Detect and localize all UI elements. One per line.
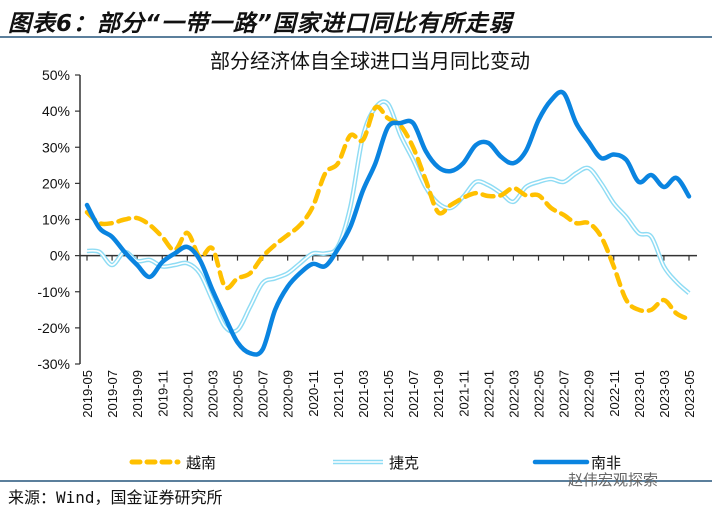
x-tick-label: 2022-05 xyxy=(532,370,547,418)
x-tick-label: 2023-05 xyxy=(682,370,697,418)
x-tick-label: 2020-11 xyxy=(306,370,321,417)
x-tick-label: 2020-09 xyxy=(281,370,296,418)
line-chart: 部分经济体自全球进口当月同比变动 50% 40% 30% 20% 10% 0% -10% -2… xyxy=(37,49,697,472)
y-tick-label: 10% xyxy=(42,212,70,228)
x-tick-label: 2023-03 xyxy=(657,370,672,418)
x-tick-label: 2022-11 xyxy=(607,370,622,417)
y-tick-label: 40% xyxy=(42,103,70,119)
x-tick-label: 2020-01 xyxy=(180,370,195,418)
x-tick-label: 2019-11 xyxy=(155,370,170,417)
x-tick-label: 2021-07 xyxy=(406,370,421,418)
legend-label: 南非 xyxy=(591,454,621,472)
y-tick-label: -20% xyxy=(37,320,70,336)
y-tick-label: 20% xyxy=(42,175,70,191)
x-tick-label: 2023-01 xyxy=(632,370,647,418)
watermark: 赵伟宏观探索 xyxy=(568,471,659,489)
y-tick-label: -10% xyxy=(37,284,70,300)
series-line-2 xyxy=(84,89,692,357)
x-tick-label: 2021-03 xyxy=(356,370,371,418)
x-tick-label: 2022-07 xyxy=(557,370,572,418)
footer-divider xyxy=(0,480,712,482)
x-tick-label: 2019-05 xyxy=(80,370,95,418)
x-tick-label: 2019-09 xyxy=(130,370,145,418)
source-note: 来源：Wind，国金证券研究所 xyxy=(8,488,223,507)
legend-label: 捷克 xyxy=(389,454,419,472)
x-tick-label: 2022-09 xyxy=(582,370,597,418)
x-tick-label: 2019-07 xyxy=(105,370,120,418)
figure-title: 图表6：部分“一带一路”国家进口同比有所走弱 xyxy=(8,11,513,37)
x-tick-label: 2021-09 xyxy=(431,370,446,418)
y-tick-label: -30% xyxy=(37,356,70,372)
x-tick-label: 2020-03 xyxy=(205,370,220,418)
y-tick-label: 0% xyxy=(50,248,70,264)
chart-title: 部分经济体自全球进口当月同比变动 xyxy=(210,49,530,73)
legend-label: 越南 xyxy=(186,454,216,472)
series-line-0 xyxy=(84,104,692,322)
x-tick-label: 2020-05 xyxy=(231,370,246,418)
x-tick-label: 2022-01 xyxy=(481,370,496,418)
series-line-1-inner xyxy=(86,100,690,333)
y-tick-label: 30% xyxy=(42,139,70,155)
x-tick-label: 2021-05 xyxy=(381,370,396,418)
series-line-1 xyxy=(86,99,691,335)
x-tick-label: 2022-03 xyxy=(506,370,521,418)
header-divider xyxy=(0,36,712,38)
x-tick-label: 2020-07 xyxy=(256,370,271,418)
x-tick-label: 2021-11 xyxy=(456,370,471,417)
x-tick-label: 2021-01 xyxy=(331,370,346,418)
y-tick-label: 50% xyxy=(42,67,70,83)
